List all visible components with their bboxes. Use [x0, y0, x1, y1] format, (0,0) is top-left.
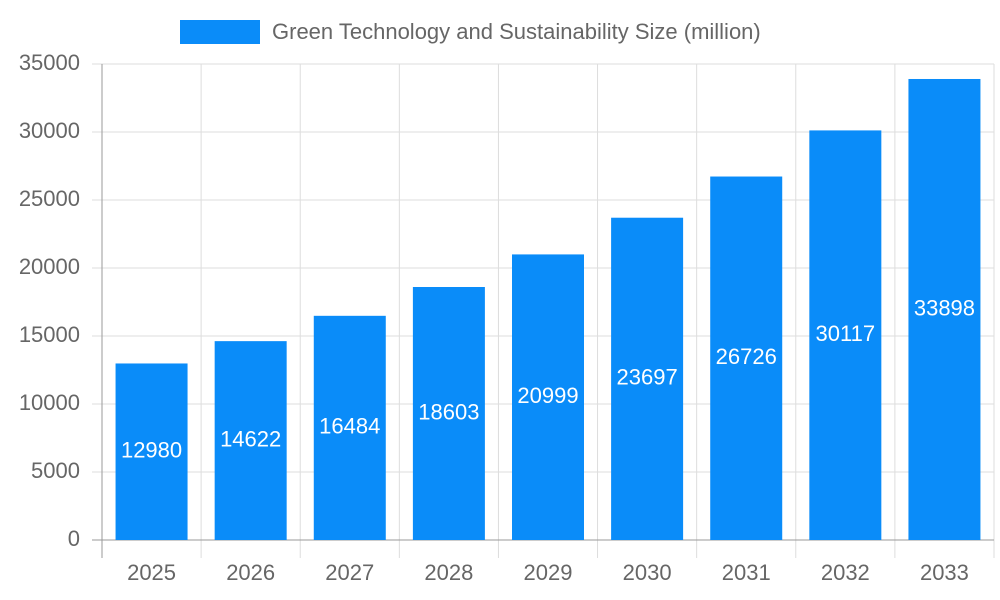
x-tick-label: 2033 [920, 560, 969, 585]
bar [512, 254, 584, 540]
x-tick-label: 2027 [325, 560, 374, 585]
legend-swatch [180, 20, 260, 44]
bar [214, 341, 287, 540]
y-tick-label: 30000 [19, 118, 80, 143]
bar [710, 176, 783, 540]
bar [313, 315, 386, 540]
x-tick-label: 2031 [722, 560, 771, 585]
y-tick-label: 35000 [19, 50, 80, 75]
y-tick-label: 5000 [31, 458, 80, 483]
y-tick-label: 10000 [19, 390, 80, 415]
data-label: 30117 [816, 321, 876, 346]
y-tick-label: 0 [68, 526, 80, 551]
bar [412, 286, 485, 540]
data-label: 26726 [716, 344, 777, 369]
data-label: 23697 [617, 365, 678, 390]
x-tick-label: 2032 [821, 560, 870, 585]
y-tick-label: 20000 [19, 254, 80, 279]
x-tick-label: 2030 [623, 560, 672, 585]
legend-label: Green Technology and Sustainability Size… [272, 19, 761, 44]
x-tick-label: 2026 [226, 560, 275, 585]
data-label: 20999 [517, 383, 578, 408]
bar [809, 130, 882, 540]
x-tick-label: 2025 [127, 560, 176, 585]
data-label: 12980 [121, 438, 182, 463]
y-tick-label: 15000 [19, 322, 80, 347]
bar [115, 363, 188, 540]
x-tick-label: 2029 [524, 560, 573, 585]
data-label: 14622 [220, 426, 281, 451]
bar [908, 78, 981, 541]
bar [611, 217, 684, 540]
data-label: 16484 [319, 414, 380, 439]
y-tick-label: 25000 [19, 186, 80, 211]
data-label: 18603 [418, 399, 479, 424]
x-tick-label: 2028 [424, 560, 473, 585]
data-label: 33898 [914, 295, 975, 320]
